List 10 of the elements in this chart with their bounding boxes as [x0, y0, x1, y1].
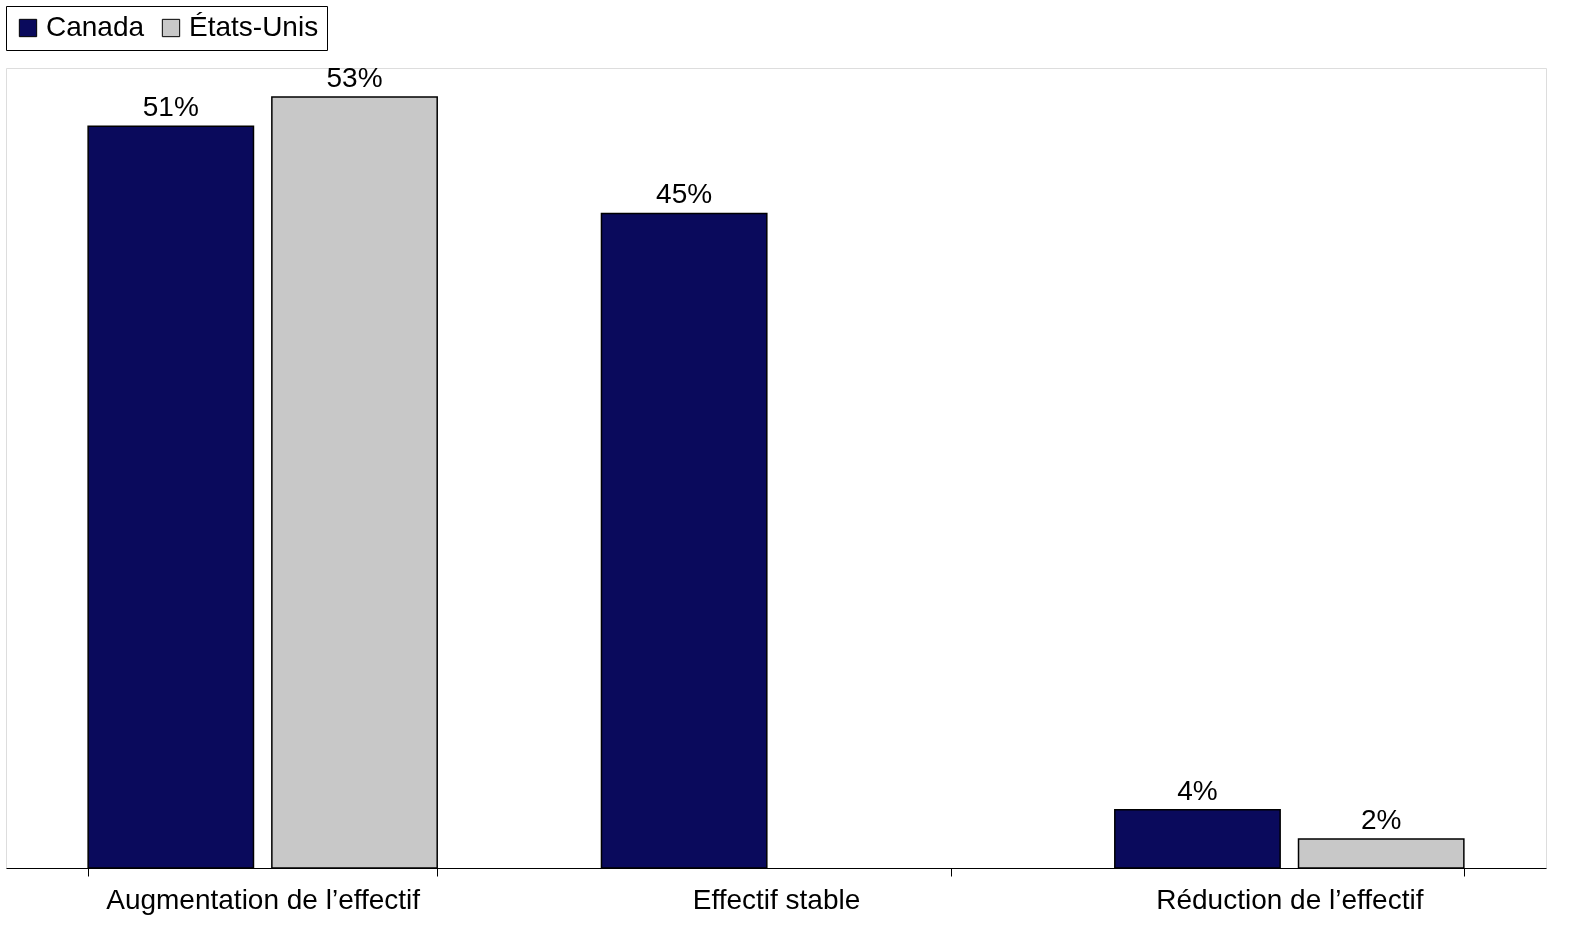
data-label: 51% [142, 91, 199, 123]
x-tick-label: Effectif stable [692, 883, 861, 915]
legend-label: Canada [46, 11, 145, 42]
data-label: 45% [656, 178, 713, 210]
data-label: 4% [1177, 774, 1218, 806]
data-label: 53% [326, 62, 383, 94]
legend-label: États-Unis [189, 11, 319, 42]
data-label: 2% [1360, 803, 1402, 835]
x-tick-label: Augmentation de l’effectif [106, 883, 421, 915]
x-tick-label: Réduction de l’effectif [1156, 883, 1424, 915]
